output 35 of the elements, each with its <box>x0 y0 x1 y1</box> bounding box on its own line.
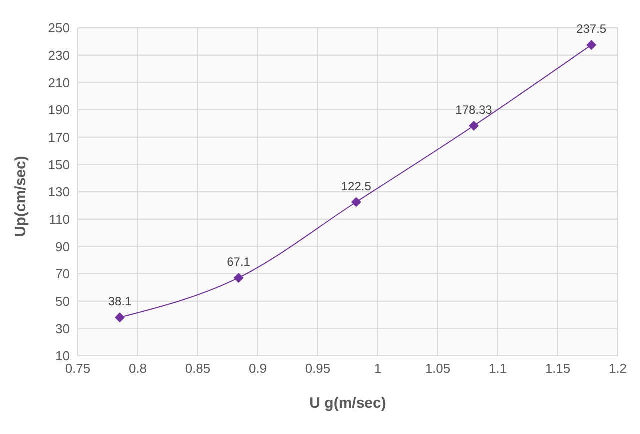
data-label: 178.33 <box>456 102 493 117</box>
y-tick-label: 230 <box>48 48 70 63</box>
y-tick-label: 150 <box>48 157 70 172</box>
y-tick-label: 30 <box>56 321 70 336</box>
x-tick-label: 0.8 <box>128 361 148 376</box>
point <box>115 312 125 323</box>
point <box>586 40 597 50</box>
y-tick-label: 70 <box>56 266 70 282</box>
point <box>469 120 479 131</box>
y-tick-label: 190 <box>48 102 70 118</box>
x-tick-label: 0.75 <box>65 361 91 376</box>
y-axis-title: Up(cm/sec) <box>12 156 30 237</box>
y-tick-label: 50 <box>56 294 70 309</box>
x-tick-label: 0.95 <box>305 361 331 376</box>
y-tick-label: 210 <box>48 75 70 90</box>
y-tick-label: 170 <box>48 130 70 145</box>
point <box>234 272 244 283</box>
data-label: 38.1 <box>108 294 132 309</box>
y-tick-label: 130 <box>48 184 70 200</box>
x-tick-label: 1.1 <box>488 361 508 376</box>
x-tick-label: 1.05 <box>425 361 451 376</box>
data-label: 122.5 <box>341 179 372 194</box>
y-tick-label: 250 <box>48 20 70 36</box>
x-tick-label: 0.9 <box>248 361 268 376</box>
data-label: 67.1 <box>227 254 251 269</box>
point <box>351 197 362 208</box>
x-tick-label: 1.2 <box>608 361 628 376</box>
y-tick-label: 10 <box>56 348 70 364</box>
x-tick-label: 0.85 <box>185 361 211 376</box>
x-axis-title: U g(m/sec) <box>310 395 386 412</box>
y-tick-label: 90 <box>56 239 70 254</box>
y-tick-label: 110 <box>49 212 70 227</box>
x-tick-label: 1 <box>374 361 382 376</box>
data-label: 237.5 <box>576 22 607 36</box>
x-tick-label: 1.15 <box>545 361 571 376</box>
